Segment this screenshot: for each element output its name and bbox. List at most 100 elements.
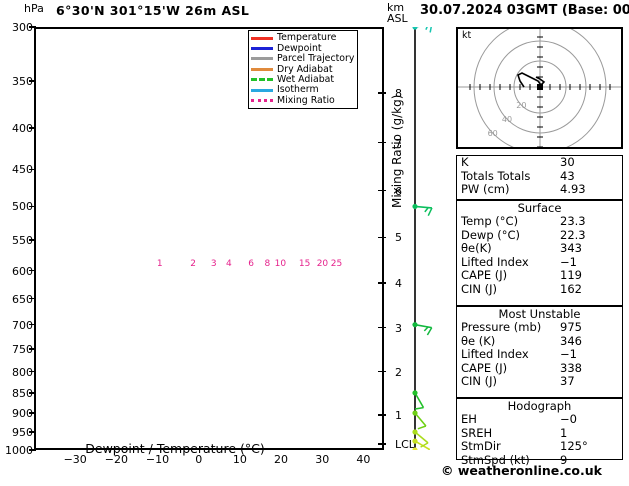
index-value: 162 — [560, 281, 582, 296]
mixing-ratio-axis-title: Mixing Ratio (g/kg) — [390, 94, 404, 208]
legend-item-dewpoint: Dewpoint — [251, 43, 354, 53]
index-key: Dewp (°C) — [461, 227, 521, 242]
mixing-ratio-label: 15 — [298, 258, 311, 269]
mixing-ratio-label: 6 — [248, 258, 254, 269]
height-tick-label: 8 — [395, 87, 402, 100]
index-key: Lifted Index — [461, 347, 529, 362]
height-tick-label: 1 — [395, 408, 402, 422]
index-value: −1 — [560, 254, 577, 269]
hodograph-plot[interactable]: kt 20 40 60 — [456, 16, 623, 158]
height-tick-mark — [378, 370, 386, 373]
index-row: SREH 1 — [457, 425, 622, 441]
pressure-tick-mark — [29, 370, 36, 373]
hodograph-trace — [517, 72, 546, 88]
index-row: Pressure (mb) 975 — [457, 320, 622, 335]
copyright-credit: © weatheronline.co.uk — [441, 463, 602, 478]
mixing-ratio-label: 3 — [210, 258, 217, 269]
index-key: StmDir — [461, 439, 501, 454]
height-tick-label: 4 — [395, 277, 402, 291]
legend-label: Isotherm — [277, 84, 319, 96]
index-value: 43 — [560, 168, 575, 183]
pressure-tick-mark — [29, 348, 36, 350]
pressure-tick-mark — [29, 269, 36, 272]
index-value: 4.93 — [560, 182, 586, 197]
pressure-tick-label: 600 — [12, 264, 33, 278]
pressure-tick-label: 550 — [12, 233, 33, 247]
index-key: SREH — [461, 425, 493, 440]
most-unstable-panel-title: Most Unstable — [498, 307, 581, 321]
hodograph-indices-panel: Hodograph EH −0 SREH 1 StmDir 125° StmSpd (kt) 9 — [456, 398, 623, 466]
most-unstable-panel: Most Unstable Pressure (mb) 975 θe (K) 346 Li… — [456, 306, 623, 398]
height-axis-unit-label: km ASL — [387, 2, 408, 24]
pressure-tick-mark — [29, 239, 36, 241]
pressure-tick-label: 450 — [12, 163, 33, 177]
surface-panel-title: Surface — [517, 201, 562, 215]
legend-label: Temperature — [277, 32, 337, 44]
index-key: Lifted Index — [461, 254, 529, 269]
index-value: 22.3 — [560, 227, 586, 242]
legend-swatch — [251, 88, 273, 92]
pressure-tick-mark — [29, 26, 36, 28]
height-tick-mark — [378, 189, 386, 192]
wind-barb-column — [404, 23, 444, 460]
index-key: StmSpd (kt) — [461, 452, 530, 467]
index-row: Lifted Index −1 — [457, 254, 622, 270]
index-key: CIN (J) — [461, 281, 498, 296]
index-key: CIN (J) — [461, 374, 498, 389]
chart-legend: Temperature Dewpoint Parcel Trajectory Dry … — [248, 30, 359, 109]
mixing-ratio-label: 25 — [330, 258, 343, 269]
index-row: Lifted Index −1 — [457, 348, 622, 362]
height-tick-mark — [378, 92, 386, 94]
index-value: 975 — [560, 320, 582, 334]
index-value: 343 — [560, 241, 582, 256]
lcl-tick-mark — [378, 443, 386, 445]
station-coordinates-title: 6°30'N 301°15'W 26m ASL — [56, 3, 250, 18]
hodograph-unit-label: kt — [462, 30, 472, 41]
index-row: K 30 — [457, 155, 622, 170]
skewt-diagram[interactable]: 300 350 400 450 500 550 600 650 700 750 800 850 900 9… — [5, 21, 415, 466]
index-key: CAPE (J) — [461, 360, 508, 375]
index-row: Totals Totals 43 — [457, 168, 622, 184]
temperature-tick-label: −10 — [145, 453, 170, 466]
height-tick-label: 7 — [395, 136, 402, 150]
legend-item-dry-adiabat: Dry Adiabat — [251, 64, 354, 74]
hodograph-canvas: 20 40 60 — [458, 16, 621, 158]
legend-item-isotherm: Isotherm — [251, 85, 354, 95]
height-tick-mark — [378, 141, 386, 144]
index-key: PW (cm) — [461, 182, 510, 197]
index-row: Dewp (°C) 22.3 — [457, 227, 622, 243]
index-key: θe(K) — [461, 241, 492, 256]
pressure-tick-mark — [29, 392, 36, 394]
index-value: 23.3 — [560, 214, 586, 228]
height-tick-label: 3 — [395, 321, 402, 335]
pressure-tick-label: 1000 — [5, 444, 33, 457]
x-axis-title: Dewpoint / Temperature (°C) — [85, 441, 265, 456]
pressure-tick-label: 800 — [12, 365, 33, 379]
height-tick-label: 6 — [395, 184, 402, 198]
pressure-tick-mark — [29, 449, 36, 451]
legend-swatch — [251, 99, 273, 103]
mixing-ratio-label: 8 — [264, 258, 271, 269]
legend-item-wet-adiabat: Wet Adiabat — [251, 75, 354, 85]
index-value: 1 — [560, 425, 568, 440]
temperature-tick-label: −20 — [104, 453, 128, 466]
wind-barb — [412, 203, 433, 216]
index-row: PW (cm) 4.93 — [457, 183, 622, 197]
pressure-axis-unit-label: hPa — [24, 2, 44, 15]
index-value: −0 — [560, 412, 577, 426]
sounding-datetime: 30.07.2024 03GMT (Base: 00) — [420, 3, 629, 18]
legend-swatch — [251, 57, 273, 61]
hodograph-ring-label: 20 — [516, 101, 526, 110]
height-tick-mark — [378, 326, 386, 329]
height-tick-mark — [378, 282, 386, 284]
legend-swatch — [251, 36, 273, 40]
index-value: 30 — [560, 155, 575, 169]
pressure-tick-mark — [29, 168, 36, 171]
temperature-tick-label: 30 — [315, 453, 330, 466]
hodograph-panel-title: Hodograph — [507, 399, 572, 413]
pressure-tick-label: 900 — [12, 406, 33, 420]
index-key: θe (K) — [461, 333, 496, 348]
legend-label: Parcel Trajectory — [277, 53, 355, 65]
legend-item-mixing-ratio: Mixing Ratio — [251, 95, 354, 105]
surface-panel: Surface Temp (°C) 23.3 Dewp (°C) 22.3 θe(K) 34… — [456, 200, 623, 306]
